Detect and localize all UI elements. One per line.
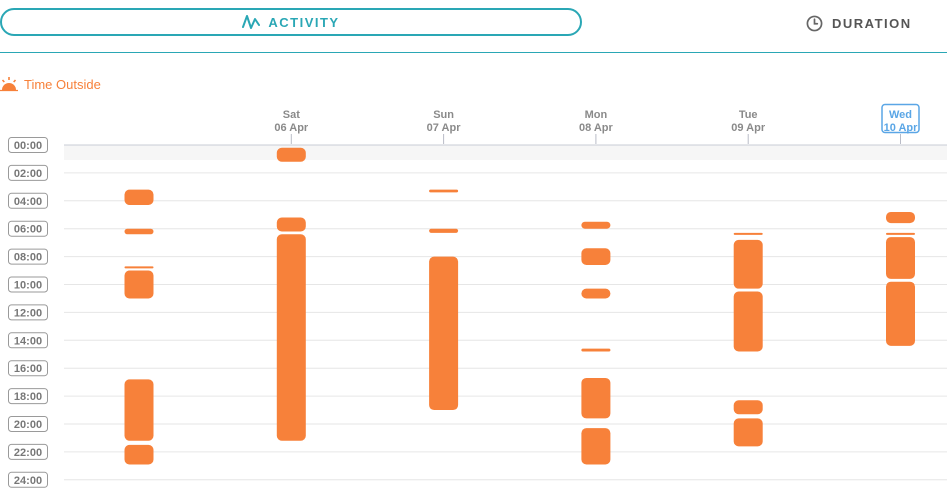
outside-interval-bar (886, 281, 915, 346)
day-weekday-label: Wed (889, 109, 912, 121)
day-weekday-label: Sat (283, 109, 300, 121)
hour-label-box (8, 332, 48, 349)
header-divider (0, 52, 947, 53)
outside-interval-bar (276, 147, 306, 162)
hour-label-box (8, 192, 48, 209)
hour-label-box (8, 164, 48, 181)
day-weekday-label: Mon (585, 109, 608, 121)
outside-interval-bar (886, 211, 915, 224)
outside-interval-bar (124, 189, 154, 205)
outside-interval-bar (429, 256, 459, 411)
outside-interval-bar (124, 379, 154, 441)
day-weekday-label: Tue (739, 109, 758, 121)
outside-interval-bar (124, 270, 154, 299)
outside-interval-bar (733, 291, 763, 352)
hour-label: 00:00 (14, 140, 42, 152)
outside-interval-bar (886, 237, 915, 279)
hour-label-box (8, 416, 48, 432)
outside-interval-bar (124, 266, 154, 269)
hour-label: 20:00 (14, 419, 42, 431)
outside-interval-bar (733, 400, 763, 415)
outside-interval-bar (733, 418, 763, 447)
hour-label-box (8, 388, 48, 405)
outside-interval-bar (581, 377, 611, 419)
outside-interval-bar (276, 234, 306, 441)
day-date-label: 09 Apr (731, 122, 766, 134)
hour-label: 22:00 (14, 447, 42, 459)
hour-label: 10:00 (14, 280, 42, 292)
outside-interval-bar (124, 228, 154, 235)
tab-activity[interactable]: ACTIVITY (0, 8, 582, 36)
tab-duration[interactable]: DURATION (806, 12, 912, 34)
sunrise-icon (0, 77, 18, 92)
day-weekday-label: Sun (433, 109, 454, 121)
hour-label: 16:00 (14, 363, 42, 375)
hour-label: 24:00 (14, 475, 42, 487)
clock-icon (806, 15, 823, 31)
hour-label: 12:00 (14, 307, 42, 319)
day-date-label: 08 Apr (579, 122, 614, 134)
outside-interval-bar (581, 348, 611, 352)
day-date-label: 10 Apr (884, 122, 919, 134)
outside-interval-bar (733, 239, 763, 289)
outside-interval-bar (581, 288, 611, 299)
hour-label-box (8, 137, 48, 153)
hour-label: 14:00 (14, 335, 42, 347)
tab-duration-label: DURATION (832, 15, 912, 31)
hour-label: 02:00 (14, 168, 42, 180)
section-title: Time Outside (24, 76, 101, 92)
hour-label-box (8, 304, 48, 321)
outside-interval-bar (429, 228, 459, 233)
hour-label: 08:00 (14, 252, 42, 264)
outside-interval-bar (886, 232, 915, 235)
hour-label-box (8, 276, 48, 293)
hour-label: 06:00 (14, 224, 42, 236)
hour-label-box (8, 471, 48, 488)
outside-interval-bar (429, 189, 459, 193)
day-date-label: 07 Apr (427, 122, 462, 134)
current-day-highlight (881, 103, 920, 134)
outside-interval-bar (124, 444, 154, 465)
hour-label-box (8, 220, 48, 237)
outside-interval-bar (581, 248, 611, 265)
section-header: Time Outside (0, 76, 101, 92)
outside-interval-bar (733, 232, 763, 235)
hour-label-box (8, 248, 48, 265)
outside-interval-bar (276, 217, 306, 232)
hour-label-box (8, 360, 48, 377)
hour-label-box (8, 443, 48, 460)
outside-interval-bar (581, 221, 611, 229)
time-outside-chart: 00:00 02:00 04:00 06:00 08:00 10:00 12:00 14:00… (8, 103, 947, 488)
day-date-label: 06 Apr (274, 122, 309, 134)
hour-label: 04:00 (14, 196, 42, 208)
tab-activity-label: ACTIVITY (268, 14, 340, 30)
hour-label: 18:00 (14, 391, 42, 403)
outside-interval-bar (581, 428, 611, 465)
activity-wave-icon (242, 15, 261, 29)
top-band (64, 145, 947, 160)
